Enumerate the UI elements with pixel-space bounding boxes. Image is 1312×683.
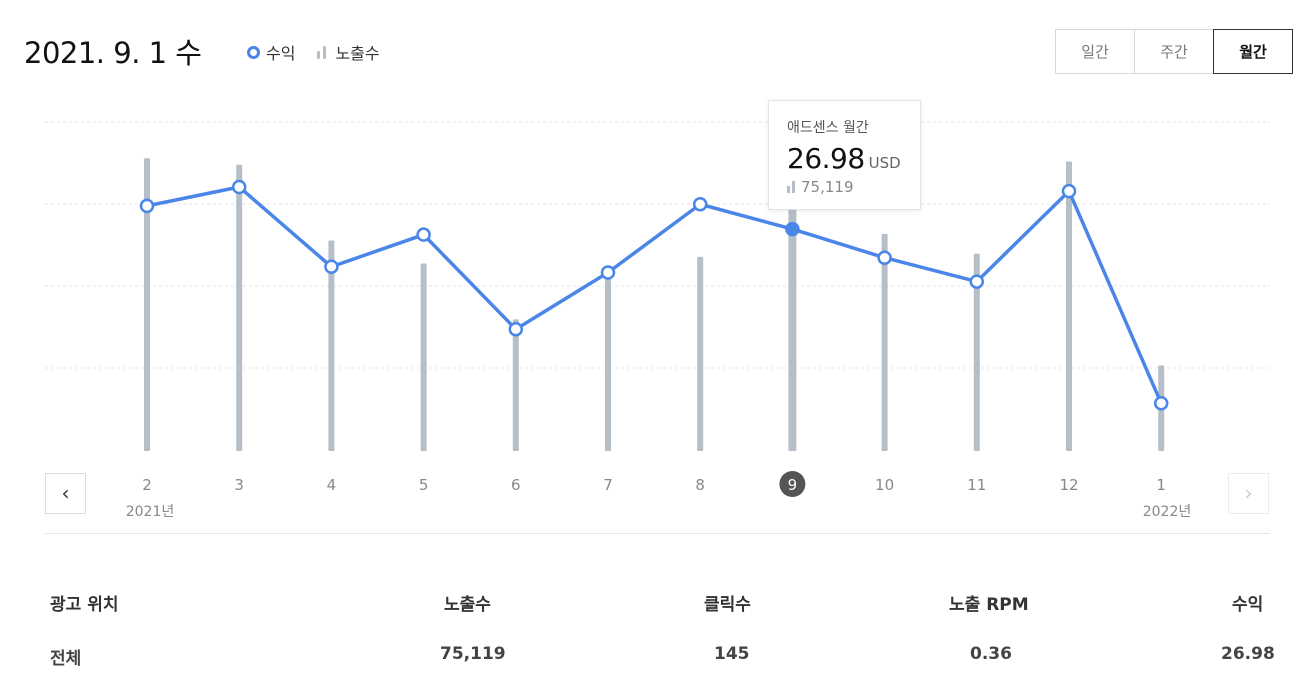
cell-clicks: 145 — [714, 644, 750, 664]
chart-tooltip: 애드센스 월간 26.98 USD 75,119 — [768, 100, 921, 210]
legend-revenue: 수익 — [247, 40, 295, 64]
revenue-point — [969, 274, 985, 289]
chevron-left-icon: ‹ — [61, 481, 70, 505]
stats-table: 광고 위치 노출수 클릭수 노출 RPM 수익 전체 75,119 145 0.… — [50, 590, 1275, 683]
header-rpm: 노출 RPM — [949, 595, 1029, 615]
x-tick-label: 4 — [327, 476, 337, 494]
next-period-button[interactable]: › — [1228, 473, 1269, 514]
cell-impressions: 75,119 — [440, 644, 506, 664]
chart-legend: 수익 노출수 — [247, 40, 402, 64]
chevron-right-icon: › — [1244, 481, 1253, 505]
revenue-point — [1153, 396, 1169, 411]
tooltip-title: 애드센스 월간 — [787, 120, 869, 136]
table-row: 전체 75,119 145 0.36 26.98 — [50, 644, 1275, 683]
impressions-bar — [236, 164, 243, 451]
legend-revenue-label: 수익 — [266, 44, 296, 63]
year-end-label: 2022년 — [1143, 504, 1192, 520]
tooltip-unit: USD — [868, 154, 901, 172]
impressions-bar — [420, 263, 427, 451]
revenue-chart: 2 3 4 5 6 7 8 9 10 11 12 1 2021년 2022년 — [45, 121, 1270, 520]
x-tick-label: 3 — [234, 476, 244, 494]
cell-ad-position: 전체 — [50, 649, 82, 669]
tooltip-impressions: 75,119 — [801, 178, 854, 196]
header-revenue: 수익 — [1232, 595, 1264, 615]
tab-weekly[interactable]: 주간 — [1134, 29, 1214, 74]
bar-chart-icon — [787, 181, 797, 193]
table-header-row: 광고 위치 노출수 클릭수 노출 RPM 수익 — [50, 590, 1270, 644]
x-tick-label: 1 — [1156, 476, 1166, 494]
x-tick-label: 2 — [142, 476, 152, 494]
impressions-bar — [881, 233, 888, 451]
revenue-dot-icon — [247, 45, 260, 59]
tab-monthly[interactable]: 월간 — [1213, 29, 1293, 74]
impressions-bar — [973, 253, 980, 451]
impressions-bar — [697, 256, 704, 451]
impressions-bar — [605, 273, 611, 451]
cell-rpm: 0.36 — [970, 644, 1012, 664]
revenue-point — [139, 198, 155, 214]
x-tick-label: 7 — [603, 476, 613, 494]
year-start-label: 2021년 — [126, 504, 175, 520]
revenue-point — [785, 221, 800, 237]
revenue-point — [508, 322, 524, 337]
revenue-point — [416, 227, 431, 242]
legend-impressions: 노출수 — [317, 40, 380, 64]
x-tick-label: 12 — [1059, 476, 1078, 494]
bar-chart-icon — [317, 45, 329, 59]
impressions-bar — [1066, 161, 1072, 452]
impressions-bar — [512, 319, 519, 451]
x-tick-label: 8 — [695, 476, 705, 494]
header-impressions: 노출수 — [444, 595, 491, 615]
revenue-point — [1061, 183, 1077, 199]
x-tick-label: 6 — [511, 476, 521, 494]
header-ad-position: 광고 위치 — [50, 595, 119, 615]
tooltip-value: 26.98 — [787, 142, 865, 175]
page-date: 2021. 9. 1 수 — [24, 36, 202, 70]
period-tabs: 일간 주간 월간 — [1055, 29, 1293, 74]
revenue-point — [877, 250, 892, 265]
divider — [45, 533, 1270, 534]
x-tick-label: 10 — [875, 476, 894, 494]
cell-revenue: 26.98 — [1221, 644, 1275, 664]
prev-period-button[interactable]: ‹ — [45, 473, 86, 514]
x-tick-label: 11 — [967, 476, 986, 494]
revenue-point — [231, 179, 247, 195]
revenue-point — [600, 265, 616, 280]
x-tick-label: 5 — [419, 476, 429, 494]
impressions-bar — [788, 203, 797, 451]
revenue-point — [324, 259, 339, 275]
x-tick-label: 9 — [788, 476, 798, 494]
revenue-point — [692, 197, 708, 212]
impressions-bar — [328, 240, 335, 451]
legend-impressions-label: 노출수 — [335, 44, 380, 63]
header-clicks: 클릭수 — [704, 595, 751, 615]
revenue-line — [146, 185, 1163, 404]
selected-month-marker — [779, 471, 806, 497]
impressions-bar — [144, 158, 150, 451]
